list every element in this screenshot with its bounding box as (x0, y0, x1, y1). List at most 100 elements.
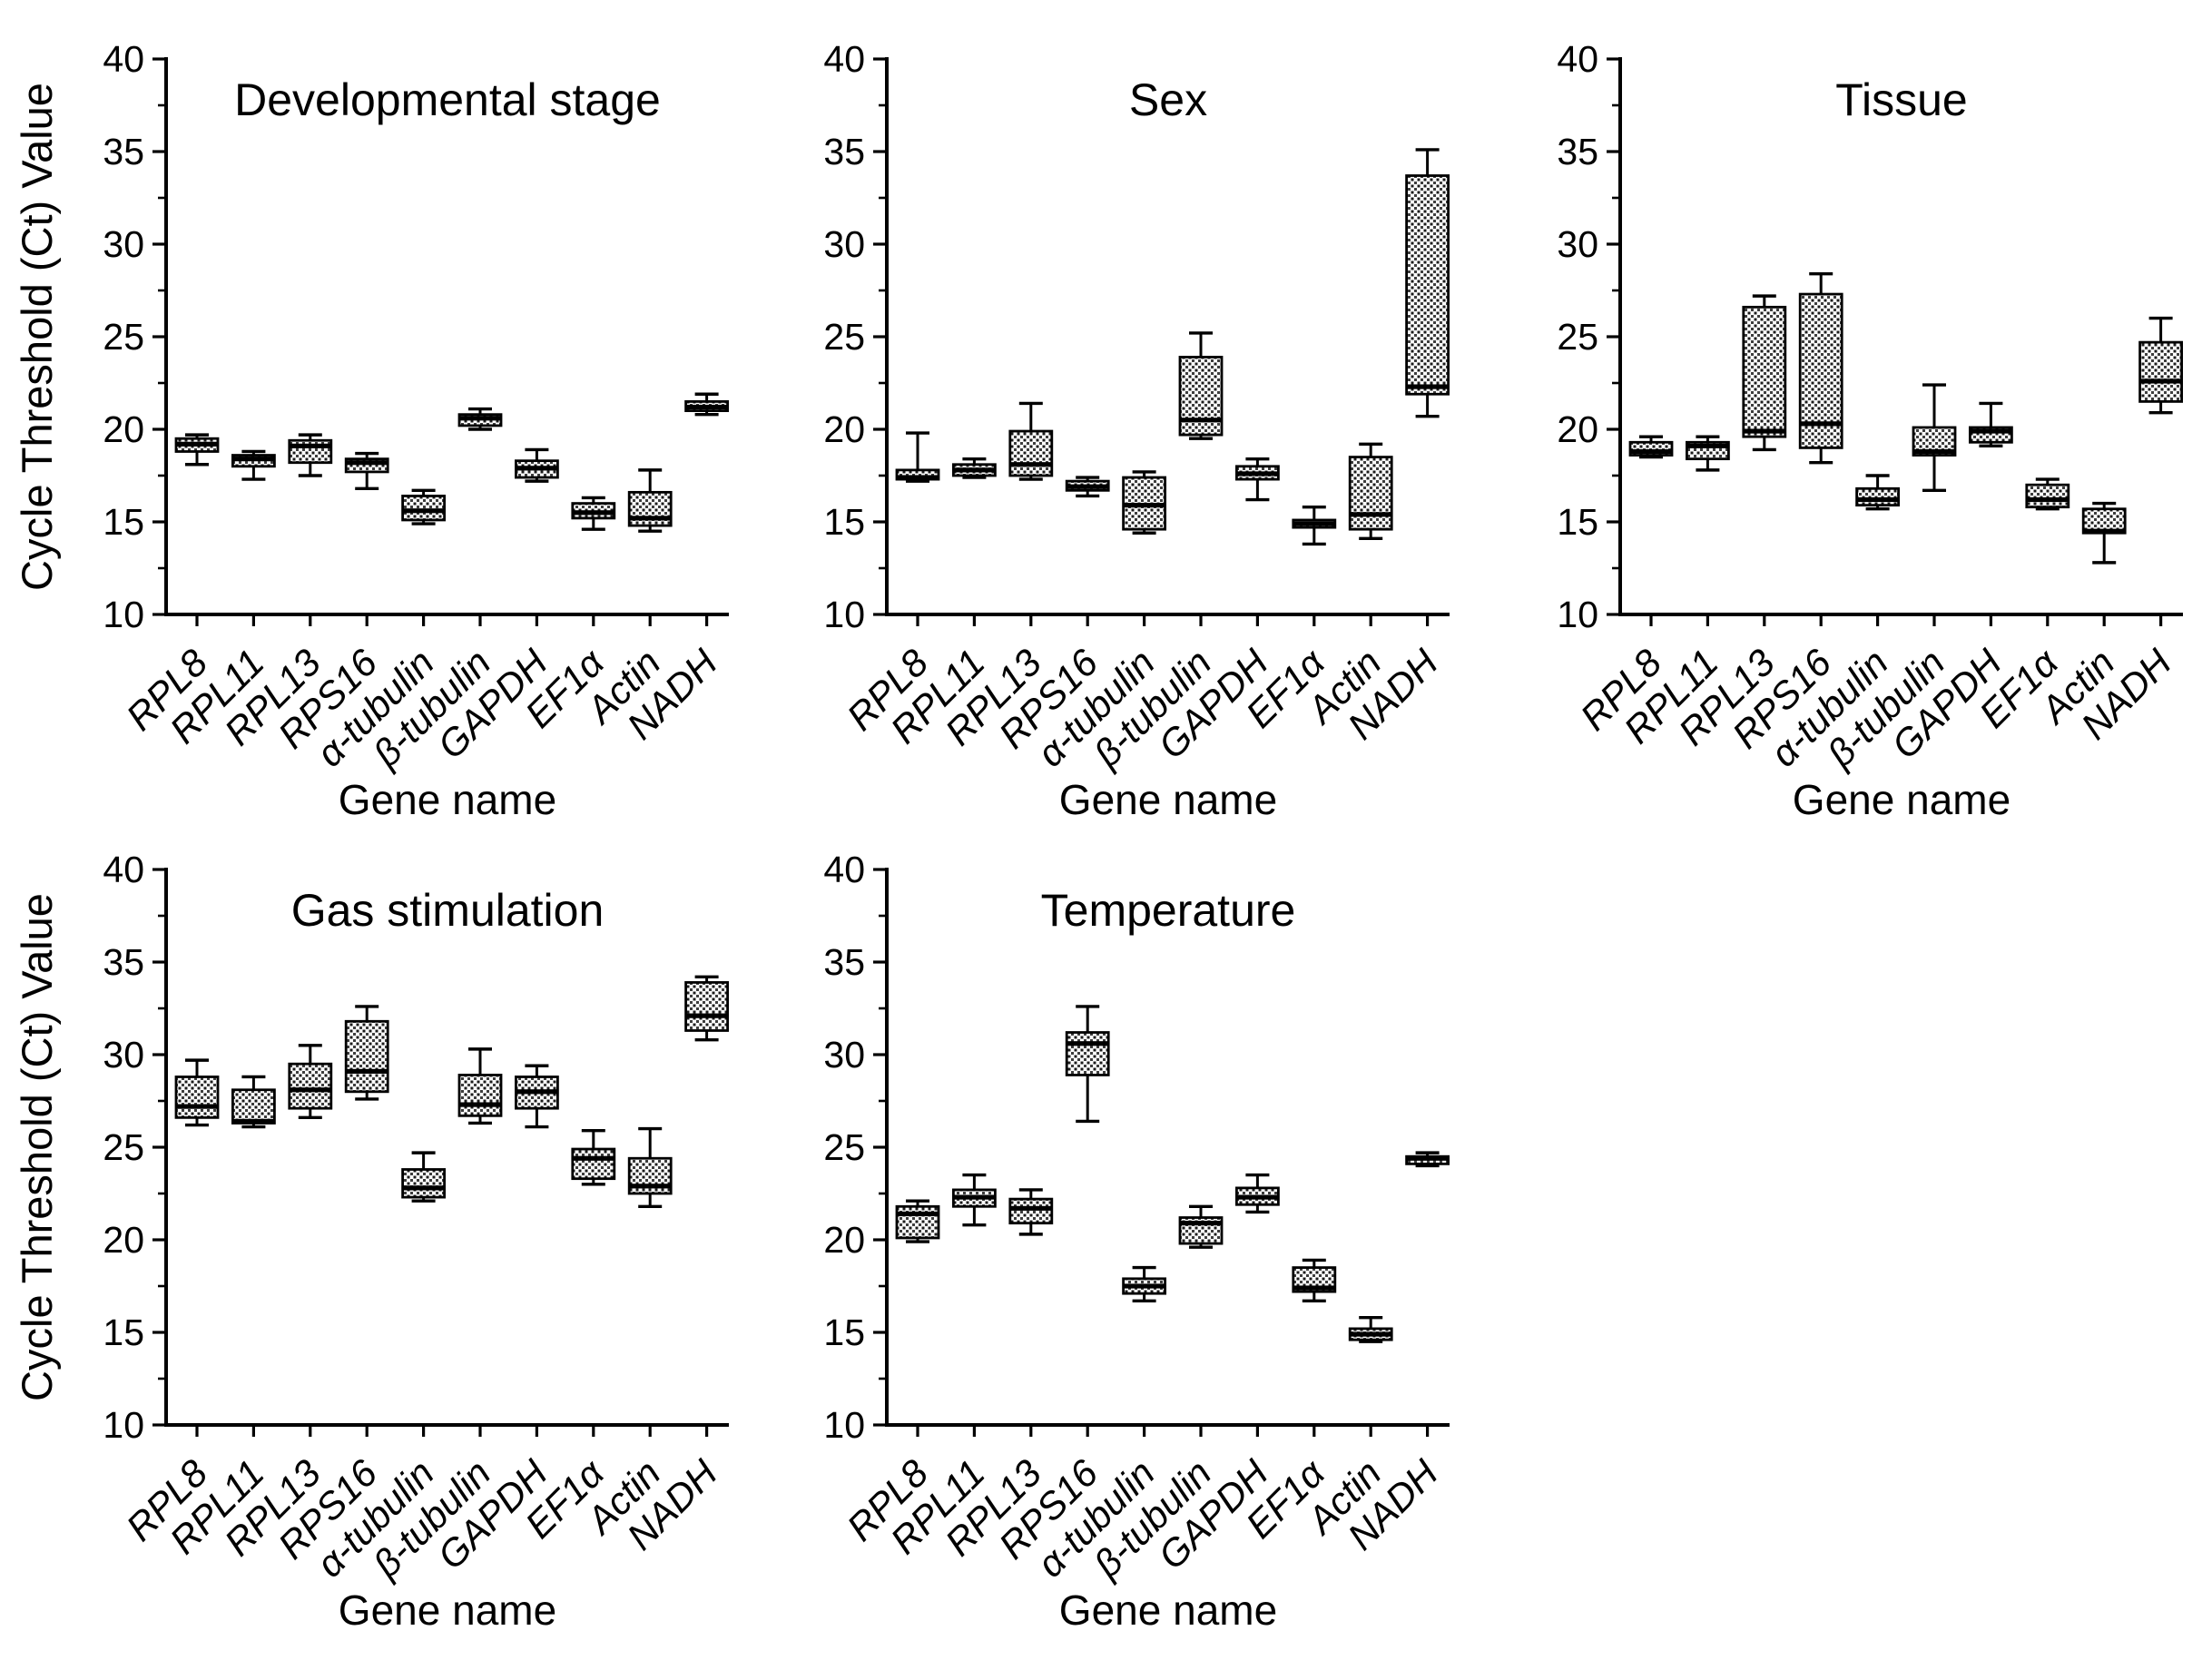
median-line (459, 416, 501, 421)
y-tick-label: 30 (103, 1034, 144, 1076)
median-line (1856, 496, 1899, 503)
median-line (1406, 384, 1449, 389)
median-line (953, 1194, 996, 1200)
iqr-box (1348, 456, 1393, 531)
median-line (1800, 421, 1843, 427)
y-tick-label: 40 (103, 849, 144, 890)
iqr-box (1405, 174, 1450, 396)
iqr-box (895, 1204, 940, 1240)
median-line (1009, 1205, 1052, 1211)
panel-tissue: 10152025303540RPL8RPL11RPL13RPS16α-tubul… (1557, 38, 2184, 823)
y-tick-label: 35 (1557, 131, 1598, 172)
y-tick-label: 20 (823, 408, 865, 450)
y-tick-label: 15 (103, 1311, 144, 1353)
iqr-box (1178, 356, 1224, 437)
y-tick-label: 10 (823, 1404, 865, 1446)
median-line (1406, 1155, 1449, 1161)
iqr-box (344, 1019, 389, 1094)
y-tick-label: 35 (103, 131, 144, 172)
median-line (897, 1211, 939, 1217)
median-line (1630, 448, 1672, 455)
panel-title: Sex (1129, 74, 1207, 125)
y-tick-label: 25 (823, 316, 865, 358)
median-line (232, 457, 275, 462)
panel-title: Developmental stage (234, 74, 661, 125)
median-line (232, 1118, 275, 1125)
median-line (1067, 484, 1109, 489)
iqr-box (571, 1147, 616, 1181)
median-line (516, 466, 558, 471)
panel-sex: 10152025303540RPL8RPL11RPL13RPS16α-tubul… (823, 38, 1450, 823)
y-tick-label: 25 (1557, 316, 1598, 358)
iqr-box (627, 490, 673, 527)
median-line (402, 508, 445, 514)
y-tick-label: 25 (823, 1126, 865, 1168)
median-line (1236, 471, 1279, 476)
median-line (1236, 1194, 1279, 1200)
median-line (1009, 462, 1052, 467)
iqr-box (174, 1076, 220, 1119)
median-line (346, 1068, 388, 1074)
iqr-box (1855, 486, 1900, 507)
median-line (685, 404, 728, 410)
y-tick-label: 15 (823, 1311, 865, 1353)
panel-temperature: 10152025303540RPL8RPL11RPL13RPS16α-tubul… (823, 849, 1450, 1634)
y-tick-label: 20 (823, 1219, 865, 1261)
median-line (1180, 1221, 1222, 1226)
y-tick-label: 35 (823, 941, 865, 983)
y-tick-label: 15 (823, 501, 865, 543)
y-tick-label: 10 (823, 594, 865, 635)
y-tick-label: 15 (103, 501, 144, 543)
y-tick-label: 20 (1557, 408, 1598, 450)
median-line (629, 1184, 672, 1189)
median-line (402, 1185, 445, 1191)
y-tick-label: 40 (823, 38, 865, 80)
x-axis-label: Gene name (1793, 776, 2010, 823)
y-tick-label: 10 (103, 1404, 144, 1446)
iqr-box (401, 1168, 447, 1199)
median-line (1293, 1285, 1335, 1291)
median-line (1913, 448, 1955, 455)
median-line (2026, 496, 2069, 503)
x-axis-label: Gene name (339, 776, 556, 823)
iqr-box (1742, 305, 1787, 438)
median-line (346, 460, 388, 466)
panel-title: Temperature (1041, 885, 1296, 936)
y-tick-label: 15 (1557, 501, 1598, 543)
x-axis-label: Gene name (1059, 1586, 1277, 1634)
median-line (629, 516, 672, 521)
median-line (1123, 503, 1165, 508)
median-line (2083, 528, 2126, 534)
median-line (459, 1102, 501, 1107)
median-line (1293, 521, 1335, 526)
y-tick-label: 20 (103, 1219, 144, 1261)
y-axis-label: Cycle Threshold (Ct) Value (13, 893, 61, 1401)
iqr-box (231, 1088, 276, 1125)
median-line (1180, 418, 1222, 423)
y-tick-label: 35 (103, 941, 144, 983)
median-line (2139, 378, 2182, 384)
y-tick-label: 30 (823, 223, 865, 265)
median-line (685, 1013, 728, 1018)
iqr-box (2025, 483, 2070, 509)
panel-title: Tissue (1835, 74, 1967, 125)
median-line (1970, 428, 2012, 434)
y-tick-label: 25 (103, 1126, 144, 1168)
y-tick-label: 20 (103, 408, 144, 450)
median-line (897, 475, 939, 480)
y-axis-label: Cycle Threshold (Ct) Value (13, 83, 61, 591)
iqr-box (1008, 429, 1054, 477)
y-tick-label: 35 (823, 131, 865, 172)
median-line (953, 467, 996, 473)
y-tick-label: 30 (823, 1034, 865, 1076)
y-tick-label: 25 (103, 316, 144, 358)
median-line (1067, 1041, 1109, 1046)
median-line (176, 441, 218, 447)
y-tick-label: 40 (1557, 38, 1598, 80)
panel-gas-stimulation: 10152025303540RPL8RPL11RPL13RPS16α-tubul… (13, 849, 729, 1634)
median-line (1350, 1331, 1392, 1337)
median-line (176, 1104, 218, 1109)
iqr-box (684, 981, 729, 1032)
